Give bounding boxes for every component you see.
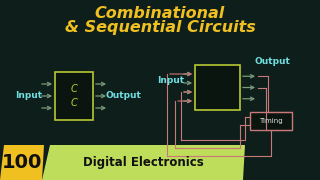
Text: Input: Input bbox=[157, 76, 185, 85]
Text: Output: Output bbox=[105, 91, 141, 100]
Text: & Sequential Circuits: & Sequential Circuits bbox=[65, 20, 255, 35]
Bar bbox=[250, 112, 292, 130]
Text: Timing: Timing bbox=[259, 118, 283, 124]
Text: Output: Output bbox=[254, 57, 290, 66]
Bar bbox=[195, 65, 240, 110]
Polygon shape bbox=[42, 145, 245, 180]
Bar bbox=[55, 72, 93, 120]
Text: Digital Electronics: Digital Electronics bbox=[83, 156, 204, 169]
Polygon shape bbox=[0, 145, 44, 180]
Text: C: C bbox=[71, 84, 77, 94]
Text: Input: Input bbox=[15, 91, 43, 100]
Text: C: C bbox=[71, 98, 77, 108]
Text: 100: 100 bbox=[2, 153, 42, 172]
Text: Combinational: Combinational bbox=[95, 6, 225, 21]
